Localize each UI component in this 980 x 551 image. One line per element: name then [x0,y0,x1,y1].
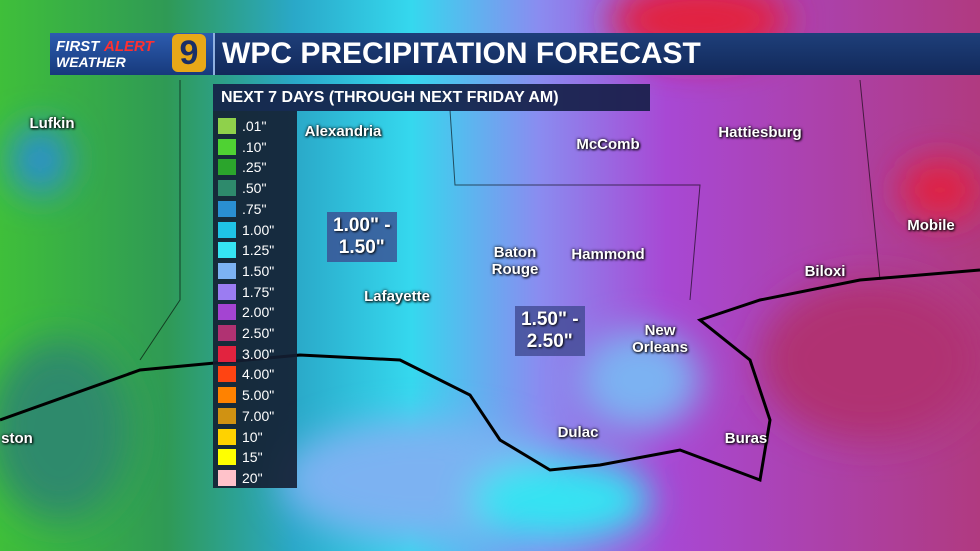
legend-swatch [218,262,236,279]
city-label: Hammond [571,246,645,263]
logo-text: ALERT [104,38,154,55]
legend-item: 2.00" [218,303,294,321]
city-label: Hattiesburg [718,124,802,141]
legend-label: .75" [242,200,267,217]
city-label: McComb [576,136,640,153]
annotation-text: 1.50" - [521,309,579,330]
legend-item: 2.50" [218,324,294,342]
annotation-text: 1.50" [338,237,385,258]
legend-swatch [218,366,236,383]
city-label: Biloxi [804,263,846,280]
legend-item: 1.00" [218,221,294,239]
legend-swatch [218,469,236,486]
legend-swatch [218,180,236,197]
city-label: Lufkin [29,115,75,132]
city-label: Lafayette [364,288,430,305]
legend-swatch [218,325,236,341]
legend-item: 20" [218,469,294,487]
legend-swatch [218,200,236,217]
legend-item: 10" [218,428,294,446]
legend: .01" .10" .25" .50" .75" 1.00" 1.25" 1.50" 1.75"… [213,111,297,488]
legend-item: .10" [218,138,294,156]
legend-swatch [218,283,236,300]
city-label: Dulac [557,424,599,441]
legend-item: .50" [218,179,294,197]
city-label: Buras [724,430,768,447]
city-label: New Orleans [632,322,688,356]
legend-swatch [218,159,236,176]
legend-item: .25" [218,158,294,176]
legend-label: 1.00" [242,221,275,238]
legend-label: 10" [242,428,263,445]
annotation-box: 1.50" -2.50" [515,306,585,356]
legend-item: 1.75" [218,283,294,301]
legend-label: 7.00" [242,407,275,424]
legend-item: 7.00" [218,407,294,425]
legend-swatch [218,449,236,466]
legend-item: .75" [218,200,294,218]
logo: FIRST ALERT WEATHER 9 [50,33,215,75]
legend-label: 15" [242,449,263,466]
legend-item: .01" [218,117,294,135]
city-label: Mobile [907,217,955,234]
legend-swatch [218,387,236,404]
legend-swatch [218,138,236,155]
legend-label: .01" [242,118,267,134]
legend-swatch [218,221,236,238]
legend-label: .50" [242,180,267,197]
legend-item: 4.00" [218,365,294,383]
logo-text: FIRST [56,38,100,55]
logo-number: 9 [172,34,206,72]
annotation-text: 2.50" [526,331,573,352]
legend-label: 4.00" [242,366,275,383]
legend-label: .25" [242,159,267,176]
legend-item: 5.00" [218,386,294,404]
title: WPC PRECIPITATION FORECAST [222,37,701,70]
legend-item: 3.00" [218,345,294,363]
legend-label: 1.25" [242,242,275,259]
legend-item: 1.50" [218,262,294,280]
legend-label: 5.00" [242,387,275,404]
city-label: Baton Rouge [491,244,539,278]
legend-label: 20" [242,469,263,486]
legend-swatch [218,407,236,424]
legend-label: 1.50" [242,262,275,279]
legend-label: 2.50" [242,325,275,341]
annotation-box: 1.00" -1.50" [327,212,397,262]
legend-swatch [218,428,236,445]
legend-swatch [218,118,236,134]
legend-swatch [218,345,236,362]
city-label: ston [1,430,33,447]
legend-item: 1.25" [218,241,294,259]
legend-label: .10" [242,138,267,155]
legend-swatch [218,304,236,321]
legend-label: 2.00" [242,304,275,321]
city-label: Alexandria [304,123,382,140]
legend-swatch [218,242,236,259]
legend-label: 3.00" [242,345,275,362]
legend-label: 1.75" [242,283,275,300]
legend-item: 15" [218,448,294,466]
subtitle: NEXT 7 DAYS (THROUGH NEXT FRIDAY AM) [213,84,650,111]
annotation-text: 1.00" - [333,215,391,236]
logo-text: WEATHER [56,54,126,70]
